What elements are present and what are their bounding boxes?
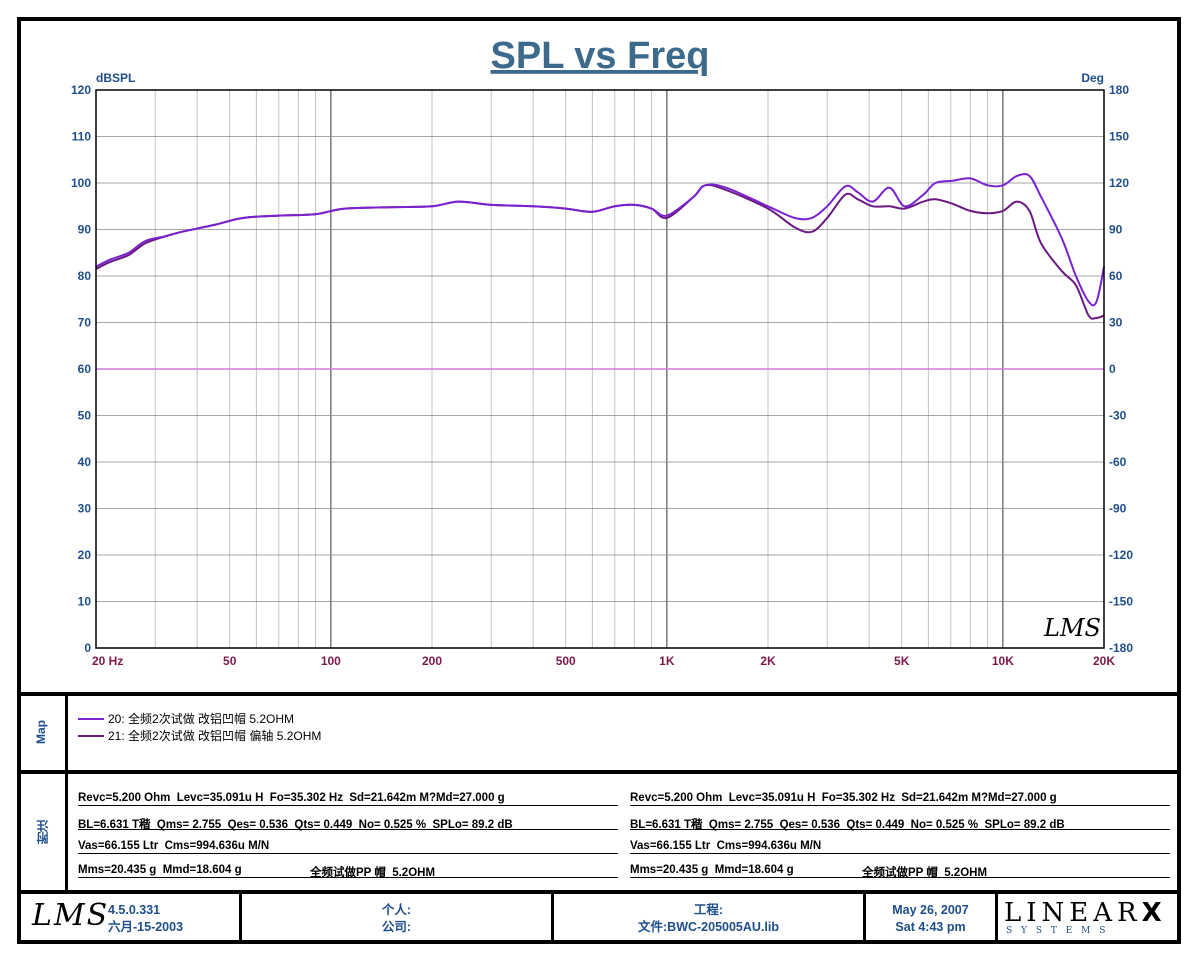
- note-right-extra: 全频试做PP 帽 5.2OHM: [862, 867, 988, 879]
- note-right-line-2: BL=6.631 T稭 Qms= 2.755 Qes= 0.536 Qts= 0…: [630, 819, 1065, 831]
- y-left-tick-label: 30: [78, 502, 92, 516]
- series-lines: [95, 173, 1105, 370]
- y-left-tick-label: 50: [78, 409, 92, 423]
- legend-label: 21: 全频2次试做 改铝凹帽 偏轴 5.2OHM: [108, 729, 322, 743]
- y-right-tick-label: 150: [1109, 130, 1129, 144]
- footer-version-block: 4.5.0.331 六月-15-2003: [108, 902, 183, 936]
- note-underline: [630, 877, 1170, 878]
- footer-file-label: 文件:BWC-205005AU.lib: [638, 920, 779, 934]
- side-label-divider: [65, 696, 68, 892]
- linearx-brand-x: X: [1141, 898, 1167, 928]
- x-tick-label: 1K: [659, 654, 675, 668]
- note-left-line-4: Mms=20.435 g Mmd=18.604 g: [78, 864, 242, 876]
- footer-divider: [239, 894, 242, 940]
- series-line-0: [95, 173, 1105, 307]
- y-left-tick-label: 0: [84, 641, 91, 655]
- note-underline: [630, 805, 1170, 806]
- lms-watermark: LMS: [1043, 614, 1101, 642]
- note-right-line-4: Mms=20.435 g Mmd=18.604 g: [630, 864, 794, 876]
- y-left-tick-label: 70: [78, 316, 92, 330]
- legend-item-20: 20: 全频2次试做 改铝凹帽 5.2OHM: [78, 710, 294, 727]
- lms-logo: LMS: [32, 898, 110, 933]
- y-left-tick-label: 80: [78, 269, 92, 283]
- footer-company-label: 公司:: [381, 920, 412, 934]
- footer-divider: [863, 894, 866, 940]
- note-left-line-1: Revc=5.200 Ohm Levc=35.091u H Fo=35.302 …: [78, 792, 505, 804]
- note-underline: [78, 853, 618, 854]
- report-frame: [17, 17, 1181, 944]
- note-underline: [78, 805, 618, 806]
- note-left-line-3: Vas=66.155 Ltr Cms=994.636u M/N: [78, 840, 270, 852]
- y-right-tick-label: -30: [1109, 409, 1127, 423]
- series-line-1: [95, 184, 1105, 320]
- y-left-tick-label: 100: [71, 176, 91, 190]
- y-right-tick-label: 60: [1109, 269, 1123, 283]
- y-left-tick-label: 40: [78, 455, 92, 469]
- y-left-tick-label: 60: [78, 362, 92, 376]
- footer-project-label: 工程:: [693, 903, 724, 917]
- footer-date: May 26, 2007: [892, 903, 969, 917]
- x-tick-label: 20 Hz: [92, 654, 123, 668]
- note-underline: [78, 829, 618, 830]
- chart-title: SPL vs Freq: [491, 35, 710, 77]
- y-left-tick-label: 120: [71, 83, 91, 97]
- x-tick-label: 100: [321, 654, 341, 668]
- y-right-tick-label: 120: [1109, 176, 1129, 190]
- y-left-tick-label: 110: [72, 130, 92, 144]
- legend-swatch-icon: [78, 717, 104, 720]
- note-left-extra: 全频试做PP 帽 5.2OHM: [310, 867, 436, 879]
- axis-ticks: 20 Hz 50 100 200 500 1K 2K 5K 10K 20K 0 10 20 30 40 50 6…: [71, 83, 1133, 668]
- linearx-brand: LINEAR: [1004, 898, 1142, 928]
- y-right-tick-label: 0: [1109, 362, 1116, 376]
- y-right-tick-label: -180: [1109, 641, 1133, 655]
- linearx-subtitle: S Y S T E M S: [1006, 926, 1109, 936]
- note-right-line-1: Revc=5.200 Ohm Levc=35.091u H Fo=35.302 …: [630, 792, 1057, 804]
- separator-chart-map: [17, 692, 1181, 696]
- legend-item-21: 21: 全频2次试做 改铝凹帽 偏轴 5.2OHM: [78, 727, 321, 744]
- footer-build-date: 六月-15-2003: [108, 920, 184, 934]
- note-left-line-2: BL=6.631 T稭 Qms= 2.755 Qes= 0.536 Qts= 0…: [78, 819, 513, 831]
- footer-time: Sat 4:43 pm: [895, 920, 966, 934]
- spl-chart: SPL vs Freq dBSPL Deg 20 Hz 50 100 200 500 1K…: [71, 35, 1133, 668]
- note-right-line-3: Vas=66.155 Ltr Cms=994.636u M/N: [630, 840, 822, 852]
- note-underline: [78, 877, 618, 878]
- y-left-tick-label: 20: [78, 548, 92, 562]
- y-left-axis-label: dBSPL: [96, 71, 135, 85]
- legend-swatch-icon: [78, 734, 104, 737]
- map-panel-label: Map: [34, 720, 48, 744]
- linearx-logo: LINEARX: [1004, 898, 1167, 928]
- y-right-tick-label: 90: [1109, 223, 1123, 237]
- footer-project-block: 工程: 文件:BWC-205005AU.lib: [554, 902, 863, 936]
- y-right-tick-label: -150: [1109, 595, 1133, 609]
- y-left-tick-label: 10: [78, 595, 92, 609]
- separator-notes-footer: [17, 890, 1181, 894]
- notes-panel-label: 附注: [36, 820, 50, 844]
- y-right-tick-label: -90: [1109, 502, 1127, 516]
- footer-divider: [551, 894, 554, 940]
- y-right-tick-label: 30: [1109, 316, 1123, 330]
- footer-date-block: May 26, 2007 Sat 4:43 pm: [866, 902, 995, 936]
- x-tick-label: 200: [422, 654, 442, 668]
- footer-owner-block: 个人: 公司:: [242, 902, 551, 936]
- footer-version: 4.5.0.331: [108, 903, 161, 917]
- note-underline: [630, 853, 1170, 854]
- y-right-axis-label: Deg: [1081, 71, 1104, 85]
- y-right-tick-label: 180: [1109, 83, 1129, 97]
- y-right-tick-label: -60: [1109, 455, 1127, 469]
- y-left-tick-label: 90: [78, 223, 92, 237]
- separator-map-notes: [17, 770, 1181, 774]
- footer-divider: [995, 894, 998, 940]
- note-underline: [630, 829, 1170, 830]
- x-tick-label: 10K: [992, 654, 1014, 668]
- y-right-tick-label: -120: [1109, 548, 1133, 562]
- plot-area-border: [95, 89, 1105, 649]
- x-tick-label: 500: [556, 654, 576, 668]
- x-tick-label: 2K: [760, 654, 776, 668]
- footer-personal-label: 个人:: [381, 903, 412, 917]
- legend-label: 20: 全频2次试做 改铝凹帽 5.2OHM: [108, 712, 295, 726]
- x-tick-label: 50: [223, 654, 237, 668]
- x-tick-label: 20K: [1093, 654, 1115, 668]
- x-tick-label: 5K: [894, 654, 910, 668]
